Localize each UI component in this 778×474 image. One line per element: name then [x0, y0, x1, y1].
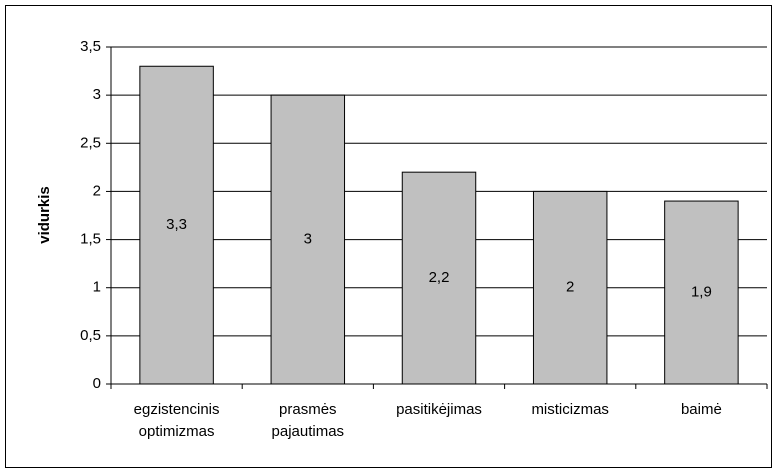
y-tick-label: 2 [93, 182, 101, 199]
bar [401, 171, 477, 385]
data-label: 1,9 [691, 283, 712, 300]
y-tick-label: 1 [93, 279, 101, 296]
y-tick-label: 0 [93, 375, 101, 392]
y-tick-label: 2,5 [80, 134, 101, 151]
y-tick-label: 3 [93, 86, 101, 103]
bar [270, 94, 346, 385]
y-tick-label: 3,5 [80, 38, 101, 55]
x-tick-label: egzistencinis optimizmas [134, 401, 220, 440]
y-axis-label: vidurkis [36, 186, 53, 244]
bar [532, 190, 608, 385]
x-tick-label: prasmės pajautimas [272, 401, 345, 440]
y-tick-label: 1,5 [80, 231, 101, 248]
data-label: 3 [304, 231, 312, 248]
bar [139, 65, 214, 385]
chart-border [5, 5, 772, 468]
y-tick-label: 0,5 [80, 327, 101, 344]
data-label: 3,3 [166, 216, 187, 233]
bar [664, 200, 739, 385]
x-tick-label: baimė [681, 401, 722, 418]
data-label: 2,2 [429, 269, 450, 286]
x-tick-label: misticizmas [531, 401, 609, 418]
data-label: 2 [566, 279, 574, 296]
x-tick-label: pasitikėjimas [396, 401, 482, 418]
